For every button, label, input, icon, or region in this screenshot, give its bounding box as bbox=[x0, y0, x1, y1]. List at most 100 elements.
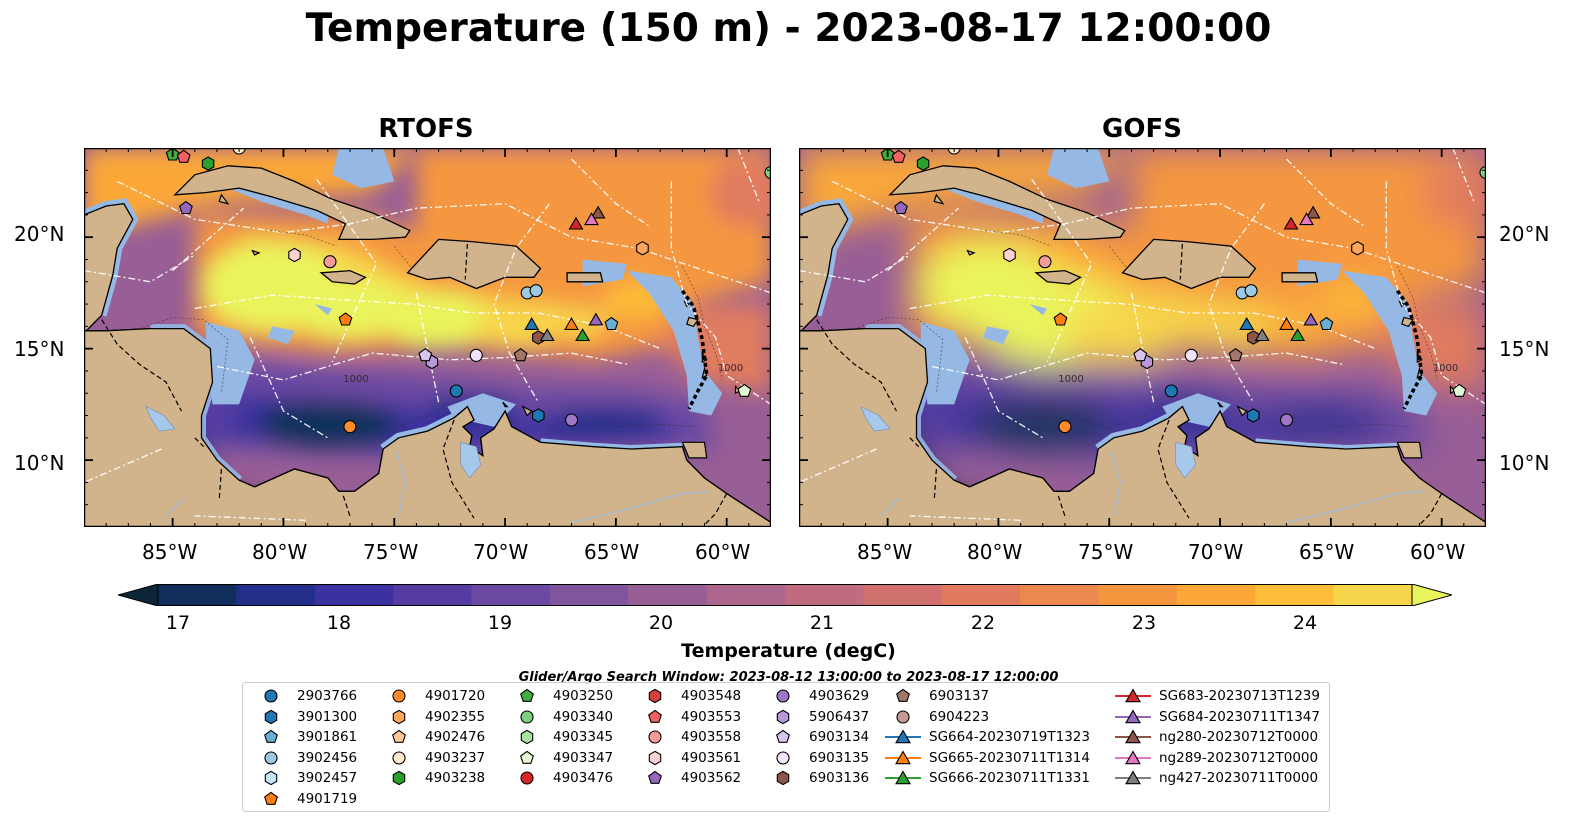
marker-4903558[interactable] bbox=[1038, 255, 1052, 269]
marker-SG684-20230711T1347[interactable] bbox=[1303, 312, 1319, 326]
marker-3901861[interactable] bbox=[604, 316, 619, 331]
legend-hexagon-icon[interactable] bbox=[648, 750, 662, 766]
marker-SG666-20230711T1331[interactable] bbox=[575, 328, 591, 342]
marker-4903553[interactable] bbox=[176, 149, 191, 163]
legend-triangle-icon[interactable] bbox=[1125, 770, 1141, 785]
marker-4901719[interactable] bbox=[338, 312, 353, 326]
legend-pentagon-icon[interactable] bbox=[520, 750, 534, 764]
marker-4903561[interactable] bbox=[288, 247, 301, 263]
legend-triangle-icon[interactable] bbox=[1125, 729, 1141, 744]
legend-triangle-icon[interactable] bbox=[895, 729, 911, 744]
legend-triangle-icon[interactable] bbox=[895, 770, 911, 785]
marker-4901720[interactable] bbox=[1058, 420, 1072, 434]
marker-4903561[interactable] bbox=[1003, 247, 1016, 263]
legend-label: 6904223 bbox=[929, 708, 990, 725]
legend-pentagon-icon[interactable] bbox=[264, 791, 278, 805]
legend-hexagon-icon[interactable] bbox=[264, 709, 278, 724]
eez-boundary bbox=[571, 158, 650, 227]
marker-2903766[interactable] bbox=[1164, 384, 1178, 398]
eez-boundary bbox=[737, 148, 761, 204]
marker-3901300[interactable] bbox=[532, 408, 545, 423]
marker-ng289-20230712T0000[interactable] bbox=[1299, 212, 1314, 226]
legend-circle-icon[interactable] bbox=[264, 751, 278, 765]
marker-SG664-20230719T1323[interactable] bbox=[524, 316, 540, 330]
legend-pentagon-icon[interactable] bbox=[264, 729, 278, 744]
legend-triangle-icon[interactable] bbox=[1125, 750, 1141, 765]
legend-label: SG666-20230711T1331 bbox=[929, 770, 1090, 787]
legend-hexagon-icon[interactable] bbox=[264, 771, 278, 786]
eez-boundary bbox=[799, 254, 911, 283]
marker-ng427-20230711T0000[interactable] bbox=[539, 328, 555, 342]
marker-6903134[interactable] bbox=[1133, 348, 1148, 362]
marker-4903347[interactable] bbox=[1452, 383, 1467, 397]
legend-circle-icon[interactable] bbox=[392, 751, 406, 765]
marker-4903347[interactable] bbox=[737, 383, 752, 397]
legend-pentagon-icon[interactable] bbox=[520, 688, 534, 702]
marker-SG683-20230713T1239[interactable] bbox=[568, 216, 584, 230]
marker-6903134[interactable] bbox=[418, 348, 433, 362]
legend-circle-icon[interactable] bbox=[896, 710, 910, 724]
legend-pentagon-icon[interactable] bbox=[776, 729, 790, 744]
eez-boundary bbox=[1286, 158, 1365, 227]
legend-hexagon-icon[interactable] bbox=[648, 688, 662, 704]
map-panel-rtofs[interactable]: 1000 1000 bbox=[84, 148, 771, 527]
marker-SG664-20230719T1323[interactable] bbox=[1239, 316, 1255, 330]
marker-SG684-20230711T1347[interactable] bbox=[588, 312, 604, 326]
legend-circle-icon[interactable] bbox=[776, 689, 790, 703]
country-border bbox=[1179, 243, 1183, 280]
marker-4901720[interactable] bbox=[343, 420, 357, 434]
marker-6903137[interactable] bbox=[513, 348, 528, 362]
marker-4903562[interactable] bbox=[179, 200, 193, 215]
marker-4903238[interactable] bbox=[916, 156, 930, 171]
marker-4903553[interactable] bbox=[891, 149, 906, 163]
marker-SG683-20230713T1239[interactable] bbox=[1283, 216, 1299, 230]
legend-hexagon-icon[interactable] bbox=[776, 771, 790, 786]
marker-4902355[interactable] bbox=[1351, 241, 1364, 256]
marker-SG666-20230711T1331[interactable] bbox=[1290, 328, 1306, 342]
marker-4903340[interactable] bbox=[764, 165, 771, 180]
marker-ng289-20230712T0000[interactable] bbox=[584, 212, 599, 226]
marker-SG665-20230711T1314[interactable] bbox=[1279, 316, 1294, 330]
legend-pentagon-icon[interactable] bbox=[648, 771, 662, 785]
marker-4903238[interactable] bbox=[201, 156, 215, 171]
legend-triangle-icon[interactable] bbox=[1125, 688, 1141, 703]
legend-label: 6903134 bbox=[809, 729, 870, 746]
marker-6903137[interactable] bbox=[1228, 348, 1243, 362]
marker-SG665-20230711T1314[interactable] bbox=[564, 316, 579, 330]
marker-6903135[interactable] bbox=[1184, 348, 1198, 362]
legend-triangle-icon[interactable] bbox=[1125, 708, 1141, 723]
marker-4903562[interactable] bbox=[894, 200, 908, 215]
marker-3901861[interactable] bbox=[1319, 316, 1334, 331]
legend-circle-icon[interactable] bbox=[264, 689, 278, 703]
legend-circle-icon[interactable] bbox=[392, 689, 406, 703]
legend-hexagon-icon[interactable] bbox=[520, 729, 534, 745]
legend-circle-icon[interactable] bbox=[520, 710, 534, 724]
eez-boundary bbox=[216, 352, 628, 381]
map-panel-gofs[interactable]: 1000 1000 bbox=[799, 148, 1486, 527]
legend-hexagon-icon[interactable] bbox=[392, 771, 406, 786]
legend-pentagon-icon[interactable] bbox=[648, 709, 662, 723]
legend-hexagon-icon[interactable] bbox=[392, 709, 406, 724]
marker-3902456[interactable] bbox=[529, 284, 543, 298]
legend-circle-icon[interactable] bbox=[648, 730, 662, 744]
marker-4903558[interactable] bbox=[323, 255, 337, 269]
marker-ng280-20230712T0000[interactable] bbox=[590, 205, 606, 219]
marker-ng280-20230712T0000[interactable] bbox=[1305, 205, 1321, 219]
legend-pentagon-icon[interactable] bbox=[896, 688, 910, 702]
marker-4903629[interactable] bbox=[1279, 413, 1294, 427]
marker-4903629[interactable] bbox=[564, 413, 579, 427]
legend-circle-icon[interactable] bbox=[520, 771, 534, 785]
legend-circle-icon[interactable] bbox=[776, 751, 790, 765]
marker-2903766[interactable] bbox=[449, 384, 463, 398]
legend-pentagon-icon[interactable] bbox=[392, 729, 406, 744]
marker-3901300[interactable] bbox=[1247, 408, 1260, 423]
legend-triangle-icon[interactable] bbox=[895, 750, 911, 765]
marker-4902355[interactable] bbox=[636, 241, 649, 256]
marker-6903135[interactable] bbox=[469, 348, 483, 362]
marker-4901719[interactable] bbox=[1053, 312, 1068, 326]
marker-3902456[interactable] bbox=[1244, 284, 1258, 298]
marker-4903340[interactable] bbox=[1479, 165, 1486, 180]
shelf-water bbox=[627, 270, 723, 416]
marker-ng427-20230711T0000[interactable] bbox=[1254, 328, 1270, 342]
legend-hexagon-icon[interactable] bbox=[776, 709, 790, 724]
